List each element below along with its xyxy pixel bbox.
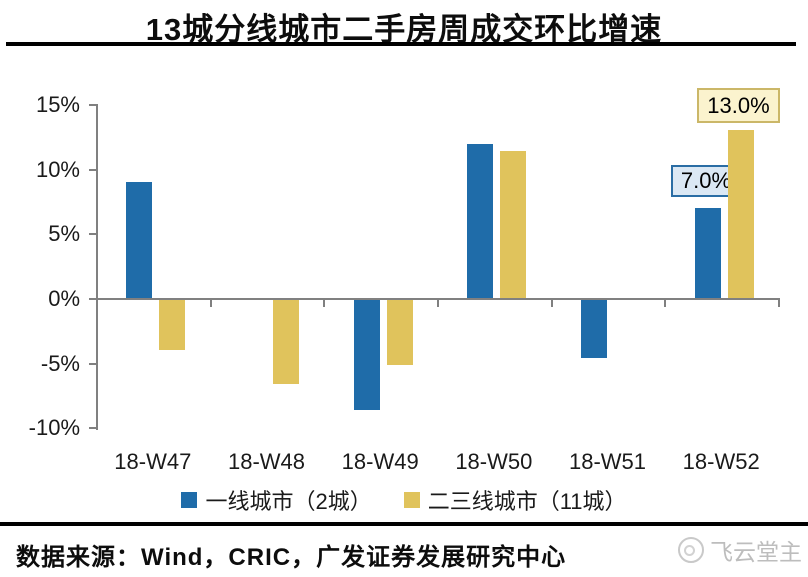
y-axis-line — [96, 104, 98, 430]
legend-label-tier1: 一线城市（2城） — [205, 489, 372, 514]
legend-swatch-tier23 — [403, 492, 420, 508]
x-tick-label-18-w48: 18-W48 — [227, 449, 306, 474]
bar-tier1-18-w50 — [467, 144, 494, 298]
legend-item-tier1: 一线城市（2城） — [181, 484, 372, 516]
y-tick-4 — [89, 362, 96, 365]
x-tick-label-18-w47: 18-W47 — [114, 449, 192, 474]
legend-item-tier23: 二三线城市（11城） — [403, 484, 627, 516]
x-axis-line — [96, 298, 781, 300]
watermark: 飞云堂主 — [678, 533, 802, 567]
x-tick-label-18-w52: 18-W52 — [682, 449, 760, 474]
x-tick-3 — [437, 300, 439, 307]
legend: 一线城市（2城） 二三线城市（11城） — [0, 484, 808, 516]
chart-title: 13城分线城市二手房周成交环比增速 — [145, 12, 663, 47]
y-tick-label-2: 5% — [48, 221, 80, 247]
data-source: 数据来源：Wind，CRIC，广发证券发展研究中心 — [16, 544, 567, 571]
data-label-tier23-w52: 13.0% — [697, 88, 780, 123]
bar-tier23-18-w47 — [159, 300, 186, 351]
y-tick-label-4: -5% — [40, 350, 80, 376]
y-tick-label-1: 10% — [35, 156, 80, 182]
watermark-logo-icon — [678, 537, 704, 563]
footer-divider — [0, 522, 808, 526]
y-tick-label-5: -10% — [28, 415, 80, 441]
title-divider — [6, 42, 796, 46]
legend-label-tier23: 二三线城市（11城） — [427, 489, 627, 514]
y-tick-0 — [89, 104, 96, 107]
bar-tier23-18-w48 — [273, 300, 299, 384]
bar-tier23-18-w50 — [500, 150, 527, 298]
bar-tier23-18-w52 — [727, 130, 754, 298]
bar-tier1-18-w47 — [126, 181, 153, 298]
x-tick-label-18-w50: 18-W50 — [455, 449, 533, 474]
y-tick-label-0: 15% — [35, 92, 80, 118]
x-tick-label-18-w51: 18-W51 — [568, 449, 647, 474]
y-tick-5 — [89, 427, 96, 430]
x-tick-label-18-w49: 18-W49 — [341, 449, 419, 474]
bar-tier1-18-w52 — [694, 207, 721, 298]
watermark-text: 飞云堂主 — [710, 539, 802, 565]
x-tick-1 — [209, 300, 212, 307]
bar-tier1-18-w49 — [353, 300, 380, 410]
x-tick-4 — [550, 300, 553, 307]
y-tick-3 — [89, 298, 96, 300]
y-tick-label-3: 0% — [48, 286, 80, 311]
bar-tier23-18-w49 — [386, 300, 413, 365]
x-tick-2 — [323, 300, 326, 307]
x-tick-6 — [778, 300, 781, 307]
x-tick-5 — [664, 300, 667, 307]
bar-tier1-18-w51 — [581, 300, 607, 359]
y-tick-1 — [89, 168, 96, 171]
y-tick-2 — [89, 233, 96, 236]
legend-swatch-tier1 — [181, 492, 198, 508]
